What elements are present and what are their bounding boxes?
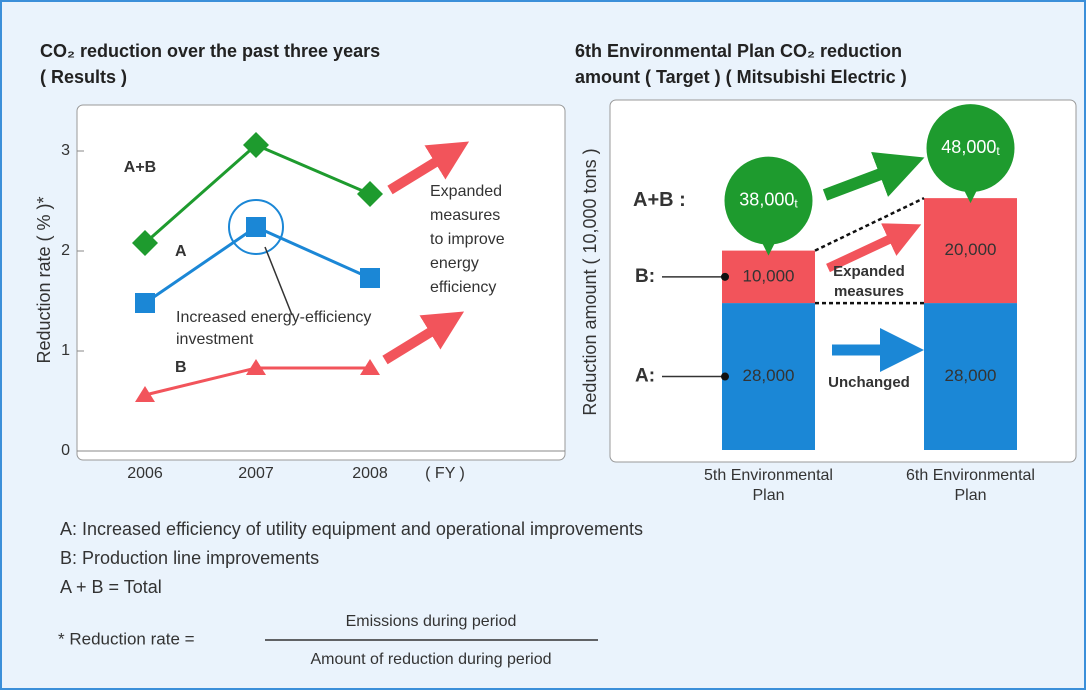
marker — [246, 359, 266, 375]
x-tick-label: 6th Environmental — [906, 467, 1035, 484]
footnote-label: * Reduction rate = — [58, 629, 195, 648]
marker — [132, 230, 158, 256]
series-label: A+B — [124, 159, 156, 176]
marker — [243, 132, 269, 158]
chart-subtitle: ( Results ) — [40, 67, 127, 87]
series-label: A — [175, 243, 187, 260]
x-tick-label: 2006 — [127, 465, 163, 482]
annotation: measures — [834, 283, 904, 300]
annotation: Increased energy-efficiency — [176, 309, 371, 326]
note: A: Increased efficiency of utility equip… — [60, 519, 643, 539]
series-label: A+B : — [633, 189, 686, 211]
series-label: B: — [635, 266, 655, 287]
x-tick-label: 2007 — [238, 465, 274, 482]
bar-segment — [722, 250, 815, 304]
arrow — [387, 141, 470, 195]
annotation: Unchanged — [828, 374, 910, 391]
value-label: 10,000 — [743, 266, 795, 285]
y-axis-label: Reduction rate ( % )* — [34, 196, 54, 363]
series-label: A: — [635, 366, 655, 387]
callout-line — [264, 246, 293, 316]
value-label: 28,000 — [945, 366, 997, 385]
marker — [135, 293, 155, 313]
y-tick-label: 2 — [61, 242, 70, 259]
series-label: B — [175, 359, 187, 376]
annotation: measures — [430, 207, 500, 224]
bar-segment — [722, 303, 815, 450]
y-tick-label: 1 — [61, 342, 70, 359]
marker — [360, 268, 380, 288]
total-unit: t — [996, 144, 1000, 158]
marker — [135, 386, 155, 402]
x-tick-label: 2008 — [352, 465, 388, 482]
marker — [360, 359, 380, 375]
x-axis-label: ( FY ) — [425, 465, 465, 482]
marker — [246, 217, 266, 237]
annotation: investment — [176, 331, 254, 348]
arrow — [382, 311, 465, 365]
arrow — [826, 223, 922, 273]
note: A + B = Total — [60, 577, 162, 597]
bar-segment — [924, 303, 1017, 450]
total-unit: t — [794, 197, 798, 211]
value-label: 20,000 — [945, 240, 997, 259]
y-tick-label: 3 — [61, 142, 70, 159]
total-bubble — [724, 156, 813, 245]
note: B: Production line improvements — [60, 548, 319, 568]
footnote-numerator: Emissions during period — [346, 613, 517, 630]
total-bubble — [926, 104, 1015, 193]
chart-title: CO₂ reduction over the past three years — [40, 41, 380, 61]
annotation: efficiency — [430, 279, 496, 296]
total-label: 48,000t — [941, 137, 1000, 158]
arrow — [822, 151, 925, 201]
y-tick-label: 0 — [61, 442, 70, 459]
bar-segment — [924, 198, 1017, 304]
leader-dot — [721, 272, 729, 281]
chart-title: amount ( Target ) ( Mitsubishi Electric … — [575, 67, 907, 87]
total-value: 38,000 — [739, 189, 794, 209]
marker — [357, 181, 383, 207]
x-tick-label: 5th Environmental — [704, 467, 833, 484]
annotation: Expanded — [833, 263, 905, 280]
x-tick-label: Plan — [954, 487, 986, 504]
annotation: Expanded — [430, 183, 502, 200]
leader-dot — [721, 372, 729, 381]
value-label: 28,000 — [743, 366, 795, 385]
chart-title: 6th Environmental Plan CO₂ reduction — [575, 41, 902, 61]
highlight-ring — [228, 199, 284, 255]
annotation: energy — [430, 255, 479, 272]
annotation: to improve — [430, 231, 505, 248]
total-value: 48,000 — [941, 137, 996, 157]
x-tick-label: Plan — [752, 487, 784, 504]
footnote-denominator: Amount of reduction during period — [310, 651, 551, 668]
y-axis-label: Reduction amount ( 10,000 tons ) — [580, 148, 600, 415]
total-label: 38,000t — [739, 189, 798, 210]
guide-line — [814, 196, 925, 252]
